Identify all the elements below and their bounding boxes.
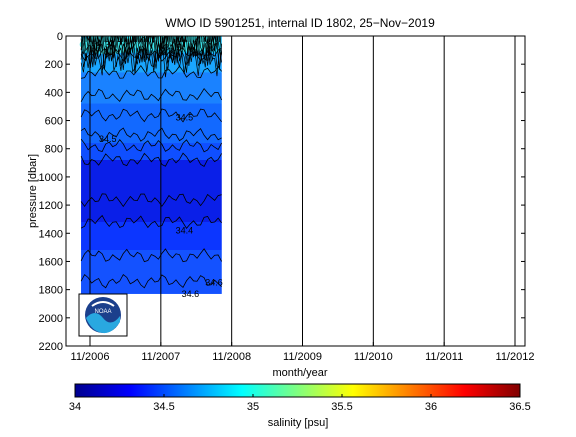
colorbar-tick-label: 35.5: [331, 401, 352, 413]
y-tick-label: 0: [57, 31, 63, 43]
noaa-bird-icon: [91, 301, 115, 307]
salinity-band: [81, 160, 222, 222]
y-tick-label: 200: [45, 59, 63, 71]
contour-line: [80, 36, 223, 74]
contour-line: [80, 138, 223, 153]
salinity-band: [81, 222, 222, 251]
y-tick-label: 1800: [39, 285, 63, 297]
contour-label: 34.4: [176, 225, 194, 235]
salinity-band: [81, 143, 222, 160]
x-tick-label: 11/2008: [212, 351, 251, 363]
contour-line: [80, 38, 222, 78]
x-axis-label: month/year: [272, 367, 327, 379]
contour-line: [80, 108, 222, 123]
y-axis-label: pressure [dbar]: [27, 154, 39, 228]
contour-line: [80, 214, 222, 229]
contour-label: 34.5: [164, 42, 182, 52]
colorbar-tick-label: 34.5: [153, 401, 174, 413]
colorbar-tick-label: 34: [69, 401, 81, 413]
y-tick-label: 2200: [39, 341, 63, 353]
y-tick-label: 1000: [39, 172, 63, 184]
noaa-logo-text: NOAA: [94, 309, 111, 315]
contour-line: [80, 36, 219, 61]
contour-label: 34.6: [205, 278, 223, 288]
y-tick-label: 1600: [39, 256, 63, 268]
noaa-wave-icon: [86, 313, 120, 334]
y-tick-label: 1400: [39, 228, 63, 240]
x-tick-label: 11/2007: [141, 351, 180, 363]
contour-label: 34.7: [105, 39, 123, 49]
salinity-band: [81, 250, 222, 294]
contour-line: [80, 36, 223, 68]
x-tick-label: 11/2011: [425, 351, 463, 363]
colorbar: [74, 383, 521, 398]
x-tick-label: 11/2009: [283, 351, 322, 363]
contour-line: [80, 87, 223, 103]
contour-line: [80, 193, 222, 208]
contour-label: 34.6: [193, 48, 211, 58]
contour-label: 34.5: [176, 113, 194, 123]
contour-line: [80, 127, 222, 142]
contour-line: [80, 273, 222, 289]
plot-frame: [65, 35, 526, 347]
x-tick-label: 11/2012: [496, 351, 535, 363]
contour-label: 34.9: [158, 48, 176, 58]
x-tick-label: 11/2006: [71, 351, 110, 363]
y-tick-label: 600: [45, 116, 63, 128]
colorbar-tick-label: 35: [247, 401, 259, 413]
y-tick-label: 1200: [39, 200, 63, 212]
contour-label: 35: [91, 44, 101, 54]
y-tick-label: 2000: [39, 313, 63, 325]
contour-label: 34.5: [99, 134, 117, 144]
x-tick-label: 11/2010: [354, 351, 393, 363]
colorbar-tick-label: 36.5: [509, 401, 530, 413]
y-tick-label: 800: [45, 144, 63, 156]
contour-label: 34.6: [182, 289, 200, 299]
colorbar-label: salinity [psu]: [268, 417, 329, 429]
salinity-band: [81, 103, 222, 144]
contour-line: [80, 248, 223, 263]
y-tick-label: 400: [45, 87, 63, 99]
colorbar-tick-label: 36: [425, 401, 437, 413]
chart-title: WMO ID 5901251, internal ID 1802, 25−Nov…: [165, 16, 435, 30]
contour-line: [80, 152, 223, 167]
